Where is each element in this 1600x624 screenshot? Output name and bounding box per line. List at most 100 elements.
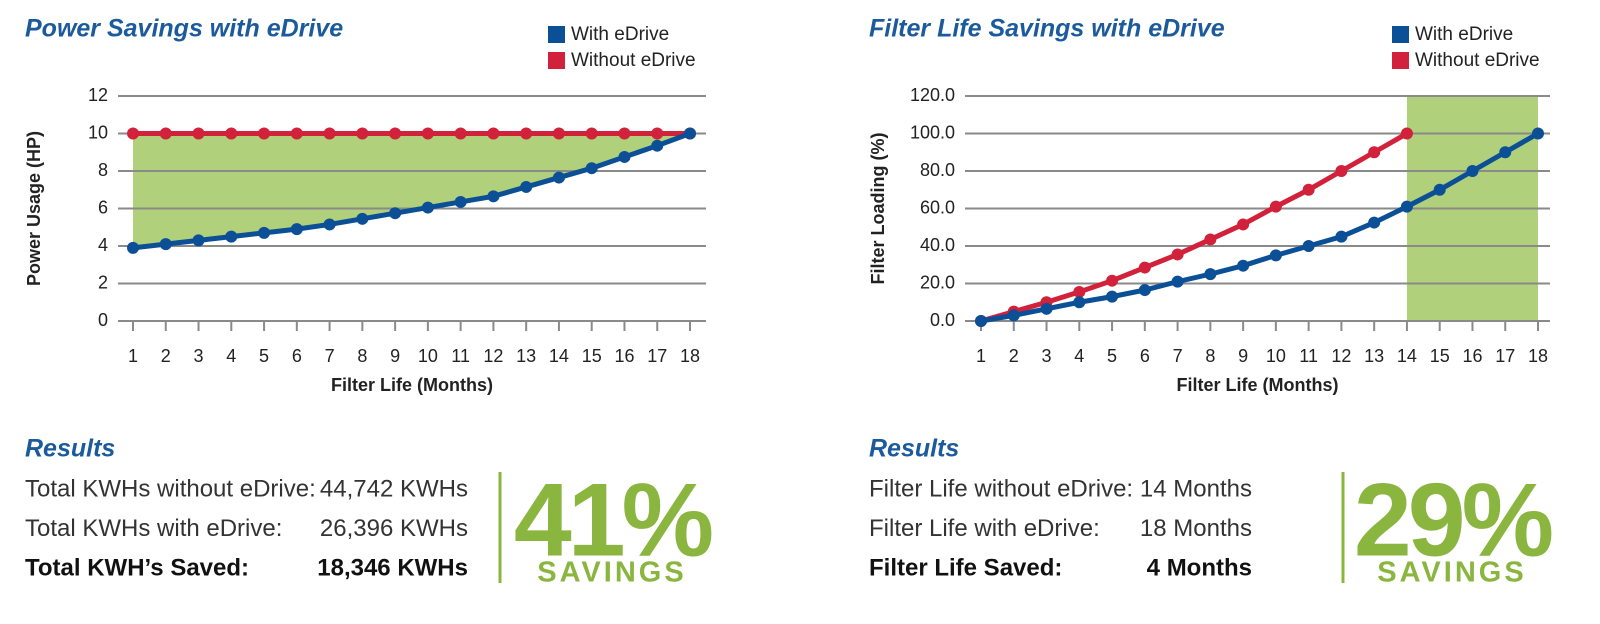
data-point: [1204, 233, 1217, 246]
data-point: [225, 127, 238, 140]
data-point: [487, 127, 500, 140]
result-value: 18,346 KWHs: [317, 554, 468, 581]
data-point: [1400, 200, 1413, 213]
results-title: Results: [25, 435, 115, 463]
legend-swatch: [548, 52, 565, 69]
data-point: [454, 127, 467, 140]
data-point: [421, 201, 434, 214]
result-label: Total KWHs without eDrive:: [25, 475, 316, 502]
data-point: [323, 218, 336, 231]
x-tick-label: 18: [1528, 346, 1548, 366]
result-label: Filter Life without eDrive:: [869, 475, 1133, 502]
result-label: Total KWHs with eDrive:: [25, 515, 282, 542]
x-tick-label: 17: [1495, 346, 1515, 366]
x-tick-label: 13: [1364, 346, 1384, 366]
x-tick-label: 5: [1107, 346, 1117, 366]
x-tick-label: 1: [976, 346, 986, 366]
data-point: [421, 127, 434, 140]
data-point: [323, 127, 336, 140]
legend-label: With eDrive: [571, 24, 669, 45]
data-point: [618, 150, 631, 163]
x-tick-label: 9: [1238, 346, 1248, 366]
chart-title: Power Savings with eDrive: [25, 15, 343, 43]
savings-percent: 29%: [1354, 462, 1552, 578]
data-point: [1368, 146, 1381, 159]
data-point: [1532, 127, 1544, 140]
result-value: 26,396 KWHs: [320, 515, 468, 542]
y-axis-title: Filter Loading (%): [868, 133, 888, 285]
x-tick-label: 13: [516, 346, 536, 366]
data-point: [651, 139, 664, 152]
y-tick-label: 6: [98, 197, 108, 217]
data-point: [1302, 183, 1315, 196]
result-value: 4 Months: [1147, 554, 1252, 581]
data-point: [520, 127, 533, 140]
x-tick-label: 5: [259, 346, 269, 366]
data-point: [290, 127, 303, 140]
y-tick-label: 0.0: [930, 310, 955, 330]
data-point: [520, 180, 533, 193]
result-label: Filter Life with eDrive:: [869, 515, 1100, 542]
x-tick-label: 12: [1331, 346, 1351, 366]
x-tick-label: 2: [1009, 346, 1019, 366]
y-tick-label: 20.0: [920, 272, 955, 292]
y-tick-label: 40.0: [920, 235, 955, 255]
series-line: [980, 131, 1409, 324]
x-axis-title: Filter Life (Months): [331, 375, 493, 395]
data-point: [1237, 218, 1250, 231]
data-point: [1204, 268, 1217, 281]
x-tick-label: 18: [680, 346, 700, 366]
data-point: [1269, 249, 1282, 262]
result-value: 18 Months: [1140, 515, 1252, 542]
legend-swatch: [548, 26, 565, 43]
data-point: [1269, 200, 1282, 213]
result-label: Filter Life Saved:: [869, 554, 1062, 581]
data-point: [975, 315, 987, 327]
x-tick-label: 11: [451, 346, 470, 366]
data-point: [1073, 285, 1086, 298]
y-tick-label: 0: [98, 310, 108, 330]
data-point: [1171, 275, 1184, 288]
y-tick-label: 80.0: [920, 160, 955, 180]
data-point: [1040, 302, 1053, 315]
x-tick-label: 14: [549, 346, 569, 366]
x-tick-label: 16: [614, 346, 634, 366]
data-point: [1138, 261, 1151, 274]
x-tick-label: 8: [1205, 346, 1215, 366]
data-point: [1171, 248, 1184, 261]
chart-title: Filter Life Savings with eDrive: [869, 15, 1225, 43]
x-tick-label: 3: [1042, 346, 1052, 366]
x-tick-label: 6: [1140, 346, 1150, 366]
savings-area: [133, 133, 690, 248]
results-title: Results: [869, 435, 959, 463]
data-point: [1106, 290, 1119, 303]
data-point: [258, 226, 271, 239]
data-point: [618, 127, 631, 140]
result-value: 14 Months: [1140, 475, 1252, 502]
data-point: [1400, 127, 1413, 140]
data-point: [1335, 230, 1348, 243]
x-tick-label: 1: [128, 346, 138, 366]
data-point: [1302, 240, 1315, 252]
x-tick-label: 16: [1462, 346, 1482, 366]
x-tick-label: 6: [292, 346, 302, 366]
y-tick-label: 10: [88, 122, 108, 142]
data-point: [356, 212, 369, 225]
data-point: [552, 171, 565, 184]
y-tick-label: 8: [98, 160, 108, 180]
data-point: [356, 127, 369, 140]
data-point: [1499, 146, 1512, 159]
x-tick-label: 15: [582, 346, 602, 366]
y-tick-label: 60.0: [920, 197, 955, 217]
x-tick-label: 9: [390, 346, 400, 366]
data-point: [1138, 284, 1151, 297]
data-point: [1007, 309, 1020, 322]
data-point: [127, 241, 139, 254]
x-tick-label: 15: [1430, 346, 1450, 366]
data-point: [552, 127, 565, 140]
data-point: [1073, 296, 1086, 309]
x-axis-title: Filter Life (Months): [1177, 375, 1339, 395]
data-point: [585, 162, 598, 175]
data-point: [1433, 183, 1446, 196]
